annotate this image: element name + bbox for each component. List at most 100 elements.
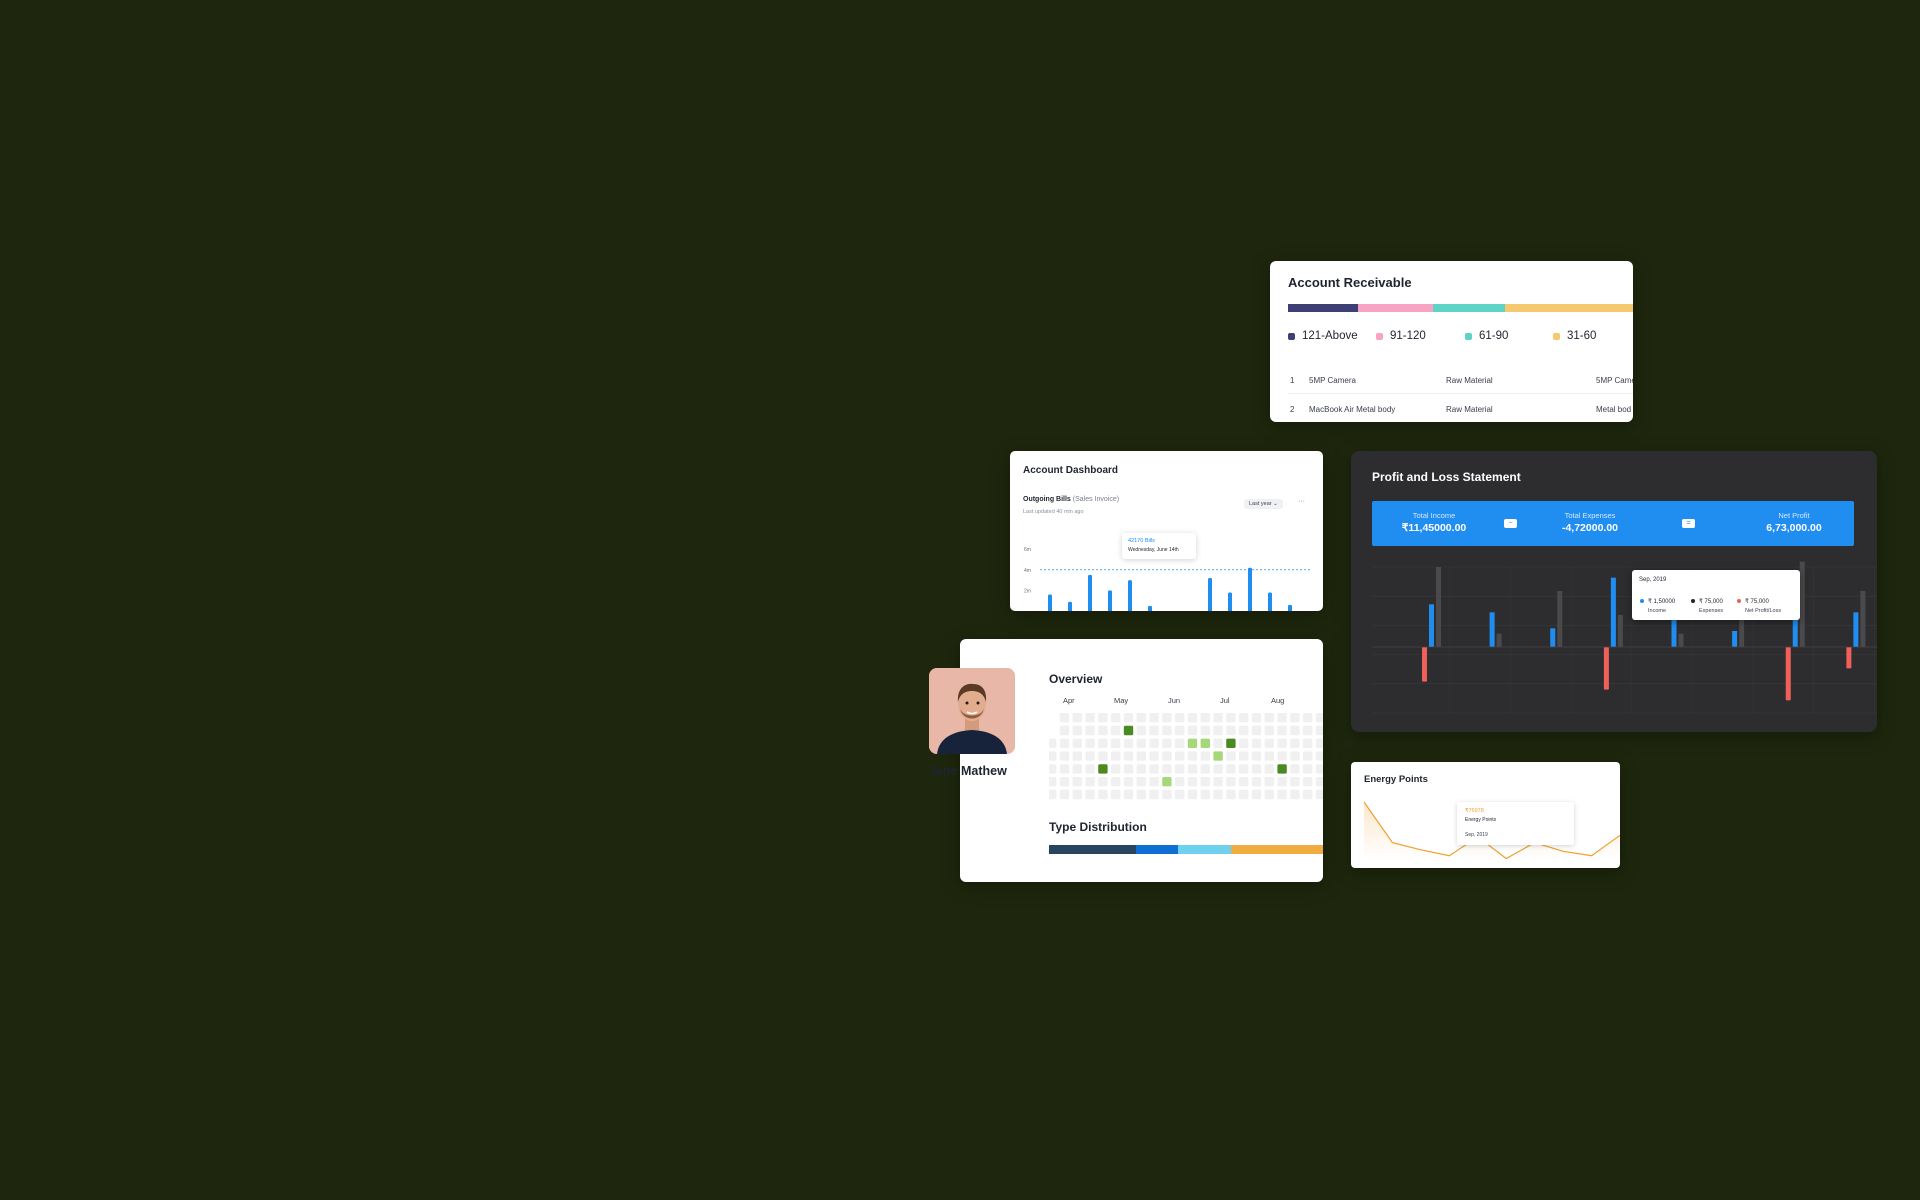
heatmap-cell bbox=[1162, 725, 1172, 736]
heatmap-cell bbox=[1149, 738, 1159, 748]
bill-bar bbox=[1268, 592, 1272, 611]
heatmap-cell bbox=[1098, 751, 1108, 761]
heatmap-cell bbox=[1085, 725, 1095, 736]
profit-loss-card: Profit and Loss Statement Total Income ₹… bbox=[1351, 451, 1877, 732]
period-dropdown[interactable]: Last year ⌄ bbox=[1244, 499, 1283, 509]
heatmap-cell bbox=[1277, 777, 1287, 787]
heatmap-cell bbox=[1085, 751, 1095, 761]
heatmap-cell bbox=[1213, 764, 1223, 774]
heatmap-cell bbox=[1303, 725, 1313, 736]
heatmap-cell bbox=[1187, 738, 1198, 748]
heatmap-cell bbox=[1098, 777, 1108, 787]
heatmap-cell bbox=[1277, 764, 1287, 774]
bill-bar bbox=[1288, 604, 1292, 611]
avatar[interactable] bbox=[929, 668, 1015, 754]
heatmap-cell bbox=[1149, 777, 1159, 787]
more-options-icon[interactable]: ··· bbox=[1298, 498, 1305, 505]
heatmap-cell bbox=[1136, 725, 1146, 736]
heatmap-cell bbox=[1264, 713, 1274, 723]
energy-line bbox=[1363, 801, 1620, 860]
heatmap-cell bbox=[1264, 789, 1274, 800]
heatmap-cell bbox=[1123, 789, 1134, 800]
tooltip-expenses-value: ₹ 75,000 bbox=[1699, 599, 1723, 605]
tooltip-net-value: ₹ 75,000 bbox=[1745, 599, 1769, 605]
energy-points-chart bbox=[1363, 801, 1620, 860]
legend-61-90: 61-90 bbox=[1465, 330, 1508, 342]
heatmap-cell bbox=[1290, 789, 1300, 800]
person-photo-icon bbox=[929, 668, 1015, 754]
stat-label: Net Profit bbox=[1778, 511, 1810, 520]
net-profit: Net Profit 6,73,000.00 bbox=[1744, 511, 1844, 534]
heatmap-cell bbox=[1187, 764, 1198, 774]
heatmap-cell bbox=[1098, 764, 1108, 774]
heatmap-cell bbox=[1098, 789, 1108, 800]
income-bar bbox=[1792, 615, 1798, 647]
heatmap-cell bbox=[1123, 713, 1134, 723]
heatmap-cell bbox=[1136, 764, 1146, 774]
heatmap-cell bbox=[1123, 751, 1134, 761]
heatmap-cell bbox=[1149, 789, 1159, 800]
tooltip-date: Sep, 2019 bbox=[1465, 832, 1488, 838]
chart-tooltip: 42170 Bills Wednesday, June 14th bbox=[1122, 533, 1196, 559]
heatmap-cell bbox=[1085, 764, 1095, 774]
heatmap-cell bbox=[1085, 713, 1095, 723]
aging-segment-31-60 bbox=[1504, 304, 1633, 312]
heatmap-cell bbox=[1290, 738, 1300, 748]
expenses-bar bbox=[1617, 615, 1623, 647]
heatmap-cell bbox=[1072, 713, 1082, 723]
heatmap-cell bbox=[1226, 764, 1236, 774]
bill-bar bbox=[1228, 592, 1232, 611]
heatmap-cell bbox=[1059, 777, 1070, 787]
row-type: Raw Material bbox=[1446, 376, 1493, 385]
heatmap-cell bbox=[1136, 751, 1146, 761]
aging-segment-61-90 bbox=[1433, 304, 1505, 312]
stat-value: 6,73,000.00 bbox=[1766, 522, 1822, 534]
heatmap-cell bbox=[1175, 764, 1185, 774]
legend-label: 91-120 bbox=[1390, 330, 1426, 342]
heatmap-cell bbox=[1059, 751, 1070, 761]
heatmap-cell bbox=[1264, 764, 1274, 774]
legend-swatch bbox=[1553, 332, 1560, 340]
heatmap-cell bbox=[1175, 777, 1185, 787]
income-bar bbox=[1429, 604, 1434, 647]
heatmap-cell bbox=[1315, 751, 1323, 761]
expenses-bar bbox=[1799, 561, 1805, 647]
aging-segment-121-above bbox=[1288, 304, 1359, 312]
table-row[interactable]: 2 MacBook Air Metal body Raw Material Me… bbox=[1288, 398, 1633, 422]
heatmap-cell bbox=[1149, 725, 1159, 736]
heatmap-cell bbox=[1213, 789, 1223, 800]
row-item: MacBook Air Metal body bbox=[1309, 405, 1396, 414]
heatmap-cell bbox=[1290, 713, 1300, 723]
bill-bar bbox=[1048, 594, 1052, 611]
heatmap-cell bbox=[1085, 789, 1095, 800]
table-row[interactable]: 1 5MP Camera Raw Material 5MP Came bbox=[1288, 369, 1633, 394]
heatmap-cell bbox=[1200, 725, 1210, 736]
expenses-bar bbox=[1557, 591, 1563, 647]
heatmap-cell bbox=[1162, 713, 1172, 723]
heatmap-cell bbox=[1059, 764, 1070, 774]
heatmap-cell bbox=[1200, 764, 1210, 774]
heatmap-cell bbox=[1187, 789, 1198, 800]
heatmap-cell bbox=[1123, 738, 1134, 748]
legend-swatch bbox=[1288, 332, 1295, 340]
tooltip-income-label: Income bbox=[1648, 608, 1667, 614]
heatmap-cell bbox=[1136, 789, 1146, 800]
heatmap-cell bbox=[1072, 764, 1082, 774]
heatmap-cell bbox=[1213, 751, 1223, 761]
heatmap-cell bbox=[1072, 738, 1082, 748]
row-index: 2 bbox=[1290, 405, 1295, 414]
heatmap-cell bbox=[1226, 738, 1236, 748]
row-item: 5MP Camera bbox=[1309, 376, 1356, 385]
heatmap-cell bbox=[1290, 764, 1300, 774]
heatmap-cell bbox=[1315, 789, 1323, 800]
y-tick-label: 6m bbox=[1024, 547, 1031, 553]
tooltip-value: ₹76978 bbox=[1465, 808, 1484, 814]
type-distribution-bar bbox=[1049, 845, 1323, 854]
income-bar bbox=[1610, 577, 1616, 647]
heatmap-cell bbox=[1049, 764, 1057, 774]
total-income: Total Income ₹11,45000.00 bbox=[1384, 511, 1484, 534]
tooltip-value: 42170 Bills bbox=[1128, 538, 1155, 544]
heatmap-cell bbox=[1049, 738, 1057, 748]
heatmap-cell bbox=[1059, 738, 1070, 748]
overview-title: Overview bbox=[1049, 672, 1103, 686]
